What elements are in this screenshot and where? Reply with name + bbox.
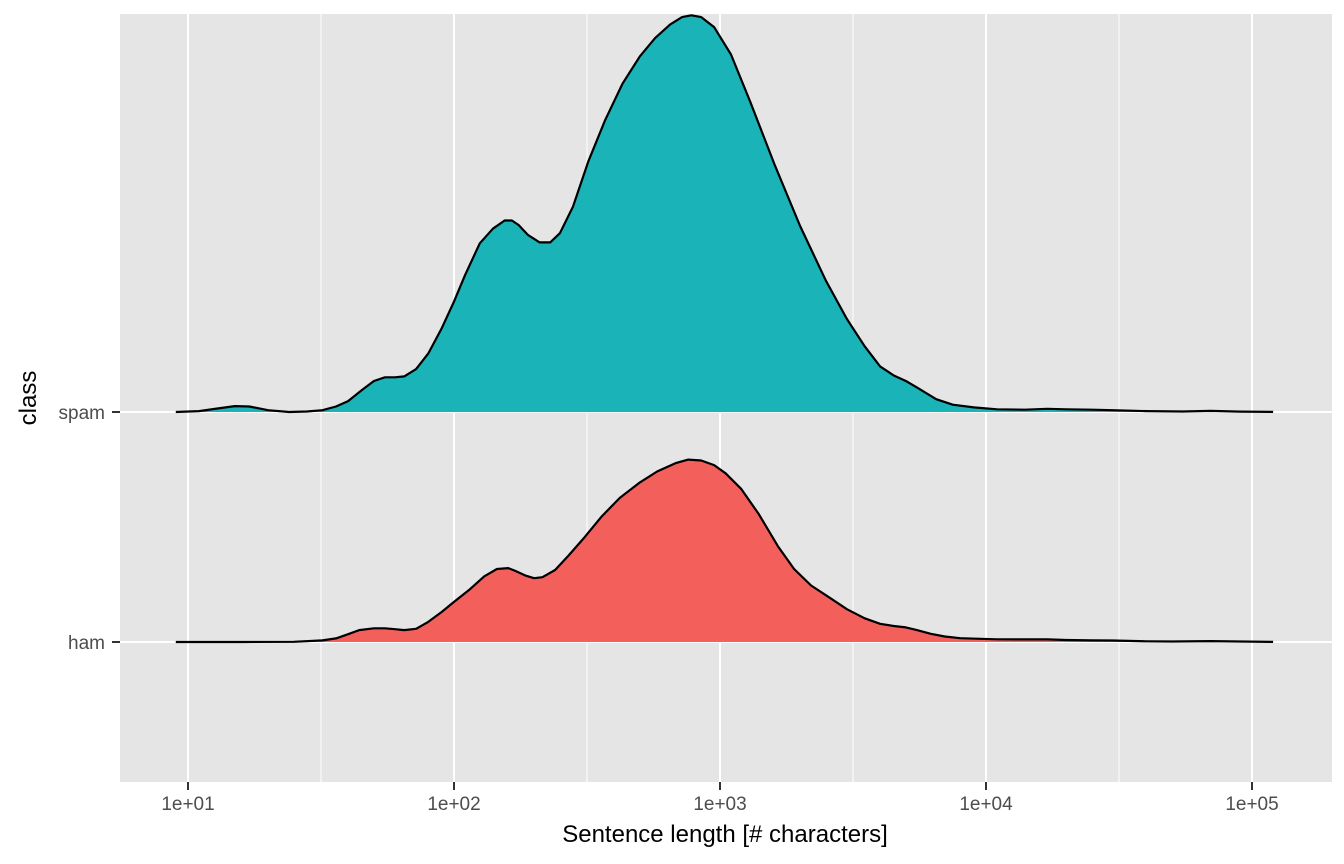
ridge-fill-spam [175,15,1274,413]
x-tick-label: 1e+04 [959,794,1013,815]
x-tick-label: 1e+02 [427,794,480,815]
y-axis: ham spam [59,403,120,654]
ridge-outline-spam [175,14,1274,414]
y-tick-label-spam: spam [59,403,105,424]
x-axis: 1e+01 1e+02 1e+03 1e+04 1e+05 [161,782,1279,815]
y-axis-title: class [15,371,42,426]
ridge-outline-ham [175,458,1274,644]
ridge-fill-ham [175,459,1274,642]
ridges [175,14,1274,644]
x-tick-label: 1e+01 [161,794,214,815]
x-axis-title: Sentence length [# characters] [562,821,888,848]
x-tick-label: 1e+05 [1225,794,1278,815]
y-tick-label-ham: ham [68,633,105,654]
x-tick-label: 1e+03 [693,794,746,815]
